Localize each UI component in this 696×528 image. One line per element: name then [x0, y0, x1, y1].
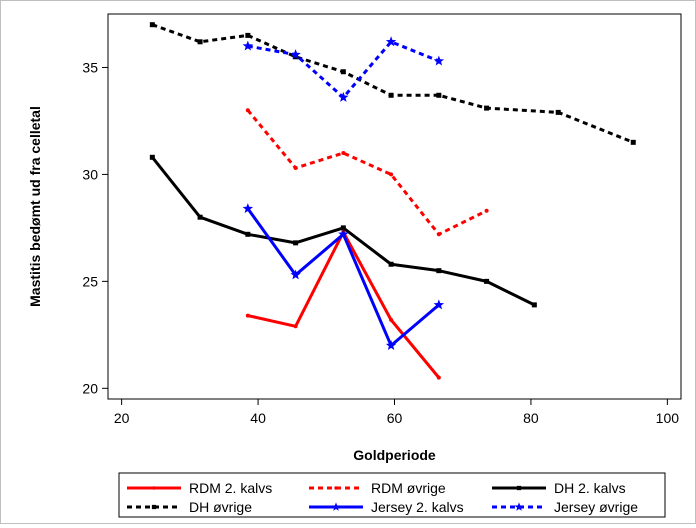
legend-item: RDM øvrige — [309, 480, 446, 496]
data-point — [436, 92, 442, 98]
data-point — [338, 91, 349, 102]
series-line — [151, 23, 634, 144]
legend-item: RDM 2. kalvs — [127, 480, 272, 496]
y-axis-ticks: 20 25 30 35 — [82, 59, 108, 396]
data-point — [484, 105, 490, 111]
y-tick-label: 35 — [82, 59, 98, 75]
x-tick-label: 100 — [656, 410, 680, 426]
data-point — [340, 69, 346, 75]
data-point — [514, 502, 524, 511]
data-point — [245, 313, 250, 318]
data-point — [484, 278, 490, 284]
axes — [107, 13, 682, 400]
data-point — [293, 240, 299, 246]
data-point — [484, 208, 489, 213]
legend-label: DH øvrige — [189, 499, 252, 515]
data-point — [531, 302, 537, 308]
data-point — [385, 340, 397, 350]
data-point — [630, 139, 636, 145]
data-point — [436, 375, 441, 380]
legend-label: Jersey øvrige — [554, 499, 638, 515]
data-point — [152, 486, 156, 490]
data-point — [245, 32, 251, 38]
data-point — [389, 317, 394, 322]
data-point — [389, 172, 394, 177]
data-point — [334, 486, 338, 490]
y-tick-label: 20 — [82, 380, 98, 396]
data-point — [290, 49, 301, 60]
y-tick-label: 30 — [82, 166, 98, 182]
series-layer — [149, 22, 636, 380]
legend-label: RDM 2. kalvs — [189, 480, 272, 496]
legend-item: Jersey 2. kalvs — [309, 499, 464, 515]
data-point — [555, 109, 561, 115]
legend-label: Jersey 2. kalvs — [371, 499, 464, 515]
legend-item: Jersey øvrige — [492, 499, 638, 515]
series-6 — [242, 36, 445, 102]
legend-box — [118, 472, 666, 518]
data-point — [197, 39, 203, 45]
legend-item: DH øvrige — [127, 499, 252, 515]
data-point — [388, 92, 394, 98]
data-point — [245, 231, 251, 237]
data-point — [338, 228, 349, 239]
data-point — [149, 154, 155, 160]
series-line — [246, 109, 488, 236]
y-tick-label: 25 — [82, 273, 98, 289]
data-point — [433, 299, 445, 310]
data-point — [331, 502, 341, 511]
series-3 — [149, 154, 537, 308]
x-tick-label: 20 — [114, 410, 130, 426]
plot-area — [107, 13, 682, 400]
x-axis-ticks: 20 40 60 80 100 — [114, 399, 679, 426]
legend-label: DH 2. kalvs — [554, 480, 626, 496]
series-2 — [245, 108, 489, 237]
data-point — [293, 324, 298, 329]
data-point — [340, 225, 346, 231]
x-tick-label: 40 — [250, 410, 266, 426]
data-point — [149, 22, 155, 28]
data-point — [293, 166, 298, 170]
data-point — [197, 214, 203, 220]
series-5 — [242, 203, 445, 350]
data-point — [341, 151, 346, 156]
data-point — [242, 203, 254, 214]
legend-label: RDM øvrige — [371, 480, 446, 496]
data-point — [516, 485, 522, 491]
data-point — [290, 269, 301, 280]
data-point — [436, 232, 441, 237]
data-point — [433, 55, 445, 66]
data-point — [385, 36, 397, 47]
x-axis-label: Goldperiode — [353, 447, 436, 463]
data-point — [388, 261, 394, 267]
legend-item: DH 2. kalvs — [492, 480, 626, 496]
legend: RDM 2. kalvs RDM øvrige DH 2. kalvs DH øvri… — [118, 472, 666, 518]
x-tick-label: 80 — [523, 410, 539, 426]
y-axis-label: Mastitis bedømt ud fra celletal — [27, 106, 43, 307]
x-tick-label: 60 — [387, 410, 403, 426]
data-point — [151, 504, 157, 510]
data-point — [242, 40, 254, 51]
data-point — [436, 268, 442, 274]
data-point — [245, 108, 250, 113]
